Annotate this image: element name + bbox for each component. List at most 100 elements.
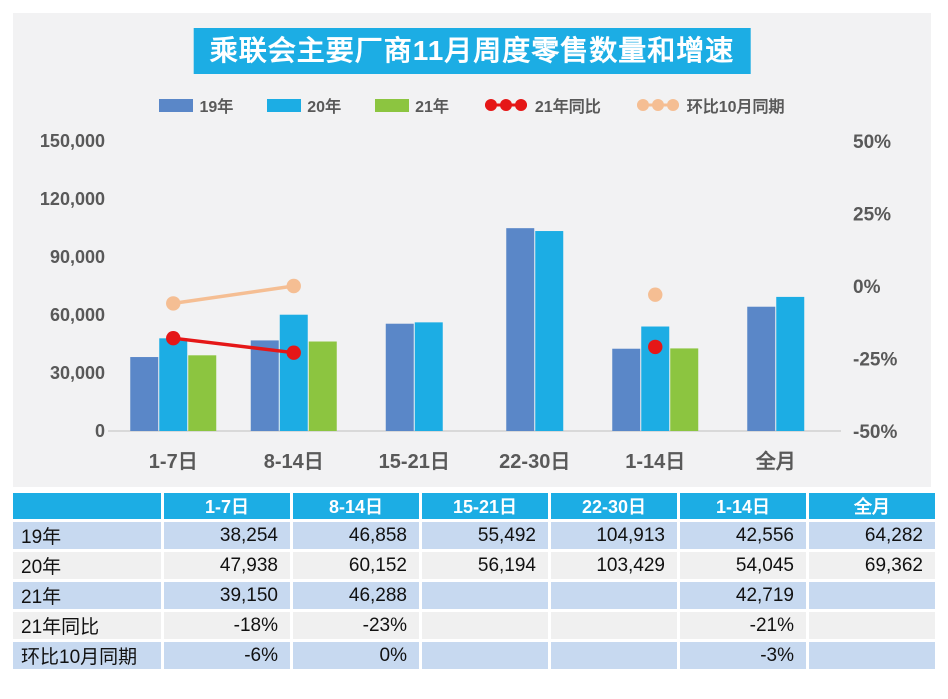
- marker-line2-cat1: [166, 296, 181, 311]
- x-axis-label: 15-21日: [379, 451, 450, 473]
- line-series2: [172, 284, 295, 306]
- bar-series2-cat6: [776, 296, 805, 431]
- legend-item-bar2: 20年: [267, 93, 341, 117]
- bar-series2-cat2: [279, 314, 308, 431]
- legend-item-line2: 环比10月同期: [635, 93, 785, 117]
- table-cell: [551, 612, 677, 639]
- legend-item-line1: 21年同比: [483, 93, 601, 117]
- line-series1: [173, 336, 294, 355]
- table-header-cell: 1-7日: [164, 493, 290, 519]
- legend-line-marker-icon: [636, 99, 679, 111]
- table-cell: 103,429: [551, 552, 677, 579]
- x-axis-label: 1-14日: [625, 451, 685, 473]
- legend-swatch-icon: [159, 98, 194, 112]
- left-axis-tick: 90,000: [50, 247, 105, 267]
- table-cell: 47,938: [164, 552, 290, 579]
- table-cell: 0%: [293, 642, 419, 669]
- table-header-cell: [13, 493, 161, 519]
- bar-series1-cat1: [130, 357, 159, 431]
- retail-combo-chart: 0 30,000 60,000 90,000 120,000 150,000 -50% -25…: [40, 131, 898, 473]
- bar-series1-cat6: [747, 306, 776, 431]
- table-cell: 69,362: [809, 552, 935, 579]
- x-axis-label: 22-30日: [499, 451, 570, 473]
- table-row-label: 环比10月同期: [13, 642, 161, 669]
- chart-title: 乘联会主要厂商11月周度零售数量和增速: [193, 28, 751, 74]
- table-cell: 38,254: [164, 522, 290, 549]
- bar-series2-cat3: [414, 322, 443, 431]
- table-row: 19年 38,254 46,858 55,492 104,913 42,556 64,282: [13, 522, 935, 549]
- marker-line1-cat2: [286, 345, 301, 360]
- table-header-cell: 1-14日: [680, 493, 806, 519]
- table-cell: [422, 612, 548, 639]
- table-cell: 46,858: [293, 522, 419, 549]
- chart-panel: 乘联会主要厂商11月周度零售数量和增速 19年 20年 21年 21年同比 环比10月同…: [13, 13, 931, 487]
- table-cell: [809, 612, 935, 639]
- right-axis-tick: 50%: [853, 132, 891, 153]
- table-cell: 64,282: [809, 522, 935, 549]
- right-axis-tick: 0%: [853, 277, 881, 298]
- legend-item-bar1: 19年: [159, 93, 233, 117]
- table-cell: 60,152: [293, 552, 419, 579]
- bar-series2-cat1: [159, 338, 188, 431]
- marker-line2-cat2: [286, 278, 301, 294]
- table-cell: 39,150: [164, 582, 290, 609]
- table-cell: 46,288: [293, 582, 419, 609]
- table-cell: [422, 582, 548, 609]
- table-cell: 42,719: [680, 582, 806, 609]
- data-table: 1-7日 8-14日 15-21日 22-30日 1-14日 全月 19年 38,254 46,…: [10, 490, 938, 672]
- bar-series1-cat2: [250, 340, 279, 431]
- table-header-cell: 全月: [809, 493, 935, 519]
- table-cell: 56,194: [422, 552, 548, 579]
- table-cell: [809, 642, 935, 669]
- x-axis-label: 全月: [755, 449, 796, 473]
- table-cell: 104,913: [551, 522, 677, 549]
- left-axis-tick: 30,000: [50, 363, 105, 383]
- table-cell: [551, 642, 677, 669]
- table-cell: 55,492: [422, 522, 548, 549]
- table-header-row: 1-7日 8-14日 15-21日 22-30日 1-14日 全月: [13, 493, 935, 519]
- bar-series1-cat3: [385, 323, 414, 431]
- chart-legend: 19年 20年 21年 21年同比 环比10月同期: [13, 93, 931, 117]
- marker-line2-cat5: [648, 287, 663, 302]
- bar-series1-cat5: [612, 348, 641, 431]
- x-axis-label: 1-7日: [149, 451, 198, 473]
- left-axis-tick: 120,000: [40, 189, 105, 209]
- x-axis-label: 8-14日: [264, 451, 324, 473]
- table-row-label: 21年: [13, 582, 161, 609]
- legend-item-bar3: 21年: [375, 93, 449, 117]
- table-cell: [809, 582, 935, 609]
- table-header-cell: 22-30日: [551, 493, 677, 519]
- table-cell: -21%: [680, 612, 806, 639]
- bar-series2-cat4: [535, 231, 564, 431]
- legend-label: 20年: [307, 99, 342, 116]
- table-cell: -23%: [293, 612, 419, 639]
- left-axis-tick: 150,000: [40, 131, 105, 151]
- right-axis-tick: 25%: [853, 205, 891, 226]
- legend-label: 环比10月同期: [686, 99, 785, 116]
- table-row: 21年 39,150 46,288 42,719: [13, 582, 935, 609]
- table-cell: 54,045: [680, 552, 806, 579]
- table-cell: [551, 582, 677, 609]
- legend-label: 19年: [199, 99, 234, 116]
- table-row-label: 21年同比: [13, 612, 161, 639]
- table-header-cell: 8-14日: [293, 493, 419, 519]
- table-header-cell: 15-21日: [422, 493, 548, 519]
- left-axis-tick: 60,000: [50, 305, 105, 325]
- legend-label: 21年: [415, 99, 449, 116]
- table-cell: -18%: [164, 612, 290, 639]
- table-row: 环比10月同期 -6% 0% -3%: [13, 642, 935, 669]
- legend-line-marker-icon: [484, 99, 527, 111]
- table-row-label: 20年: [13, 552, 161, 579]
- table-cell: -6%: [164, 642, 290, 669]
- legend-label: 21年同比: [534, 99, 601, 116]
- bar-series3-cat2: [308, 341, 337, 431]
- right-axis-tick: -50%: [853, 422, 897, 443]
- table-row: 21年同比 -18% -23% -21%: [13, 612, 935, 639]
- bar-series1-cat4: [506, 228, 535, 431]
- left-axis-tick: 0: [95, 421, 105, 441]
- table-row-label: 19年: [13, 522, 161, 549]
- bar-series3-cat1: [188, 355, 217, 431]
- marker-line1-cat1: [166, 331, 181, 346]
- table-cell: -3%: [680, 642, 806, 669]
- marker-line1-cat5: [648, 339, 663, 355]
